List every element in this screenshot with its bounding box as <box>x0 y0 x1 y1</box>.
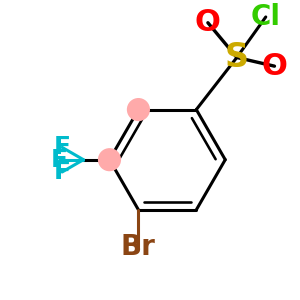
Text: F: F <box>54 160 70 184</box>
Circle shape <box>127 98 150 121</box>
Text: Cl: Cl <box>251 3 281 31</box>
Circle shape <box>98 148 121 171</box>
Text: O: O <box>195 8 221 37</box>
Text: F: F <box>50 148 67 172</box>
Text: Br: Br <box>121 233 156 261</box>
Text: F: F <box>54 135 70 159</box>
Text: S: S <box>225 41 249 74</box>
Text: O: O <box>262 52 287 81</box>
